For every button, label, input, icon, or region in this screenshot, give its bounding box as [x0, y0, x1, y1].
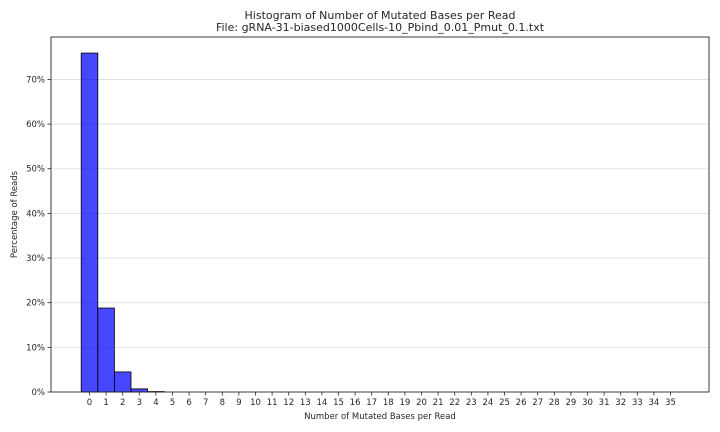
- x-tick-label: 20: [416, 398, 427, 408]
- y-tick-label: 30%: [26, 254, 45, 264]
- x-tick-label: 33: [632, 398, 643, 408]
- histogram-bar: [114, 371, 132, 393]
- histogram-bar: [97, 307, 115, 393]
- x-tick-label: 18: [383, 398, 394, 408]
- x-tick-label: 0: [87, 398, 92, 408]
- histogram-bar: [130, 388, 149, 393]
- x-tick-label: 24: [482, 398, 493, 408]
- x-tick-label: 2: [120, 398, 125, 408]
- y-tick-label: 70%: [26, 75, 45, 85]
- x-tick-label: 12: [283, 398, 294, 408]
- x-tick-label: 30: [582, 398, 593, 408]
- x-tick-label: 27: [532, 398, 543, 408]
- x-tick-label: 21: [433, 398, 444, 408]
- y-tick-label: 10%: [26, 343, 45, 353]
- x-tick-label: 5: [170, 398, 175, 408]
- x-tick-label: 16: [350, 398, 361, 408]
- x-tick-label: 31: [599, 398, 610, 408]
- x-axis-label: Number of Mutated Bases per Read: [304, 412, 456, 422]
- x-tick-label: 32: [615, 398, 626, 408]
- histogram-bar: [80, 52, 99, 393]
- x-tick-label: 14: [316, 398, 327, 408]
- x-tick-label: 28: [549, 398, 560, 408]
- y-tick-label: 40%: [26, 209, 45, 219]
- x-tick-label: 25: [499, 398, 510, 408]
- chart-title: Histogram of Number of Mutated Bases per…: [245, 9, 516, 22]
- x-tick-label: 3: [137, 398, 142, 408]
- y-tick-label: 60%: [26, 120, 45, 130]
- x-tick-label: 8: [220, 398, 225, 408]
- y-axis-ticks: 0% 10% 20% 30% 40% 50% 60% 70%: [26, 75, 51, 398]
- bars-group: [80, 52, 165, 393]
- x-tick-label: 35: [665, 398, 676, 408]
- x-axis-ticks: 0 1 2 3 4 5 6 7 8 9 10 11 12 13 14 15 16 17 18 19 20 21 22 23 24…: [87, 392, 676, 408]
- x-tick-label: 23: [466, 398, 477, 408]
- y-axis-label: Percentage of Reads: [10, 170, 20, 258]
- y-tick-label: 50%: [26, 165, 45, 175]
- grid-lines: [51, 79, 709, 348]
- x-tick-label: 6: [186, 398, 191, 408]
- x-tick-label: 11: [267, 398, 278, 408]
- x-tick-label: 10: [250, 398, 261, 408]
- y-tick-label: 0%: [32, 388, 46, 398]
- x-tick-label: 7: [203, 398, 208, 408]
- x-tick-label: 15: [333, 398, 344, 408]
- plot-frame: [50, 36, 710, 393]
- x-tick-label: 19: [399, 398, 410, 408]
- x-tick-label: 13: [300, 398, 311, 408]
- x-tick-label: 29: [565, 398, 576, 408]
- x-tick-label: 1: [103, 398, 108, 408]
- x-tick-label: 34: [648, 398, 659, 408]
- y-tick-label: 20%: [26, 299, 45, 309]
- x-tick-label: 22: [449, 398, 460, 408]
- x-tick-label: 26: [516, 398, 527, 408]
- x-tick-label: 4: [153, 398, 158, 408]
- x-tick-label: 9: [236, 398, 241, 408]
- x-tick-label: 17: [366, 398, 377, 408]
- chart-subtitle: File: gRNA-31-biased1000Cells-10_Pbind_0…: [216, 21, 545, 34]
